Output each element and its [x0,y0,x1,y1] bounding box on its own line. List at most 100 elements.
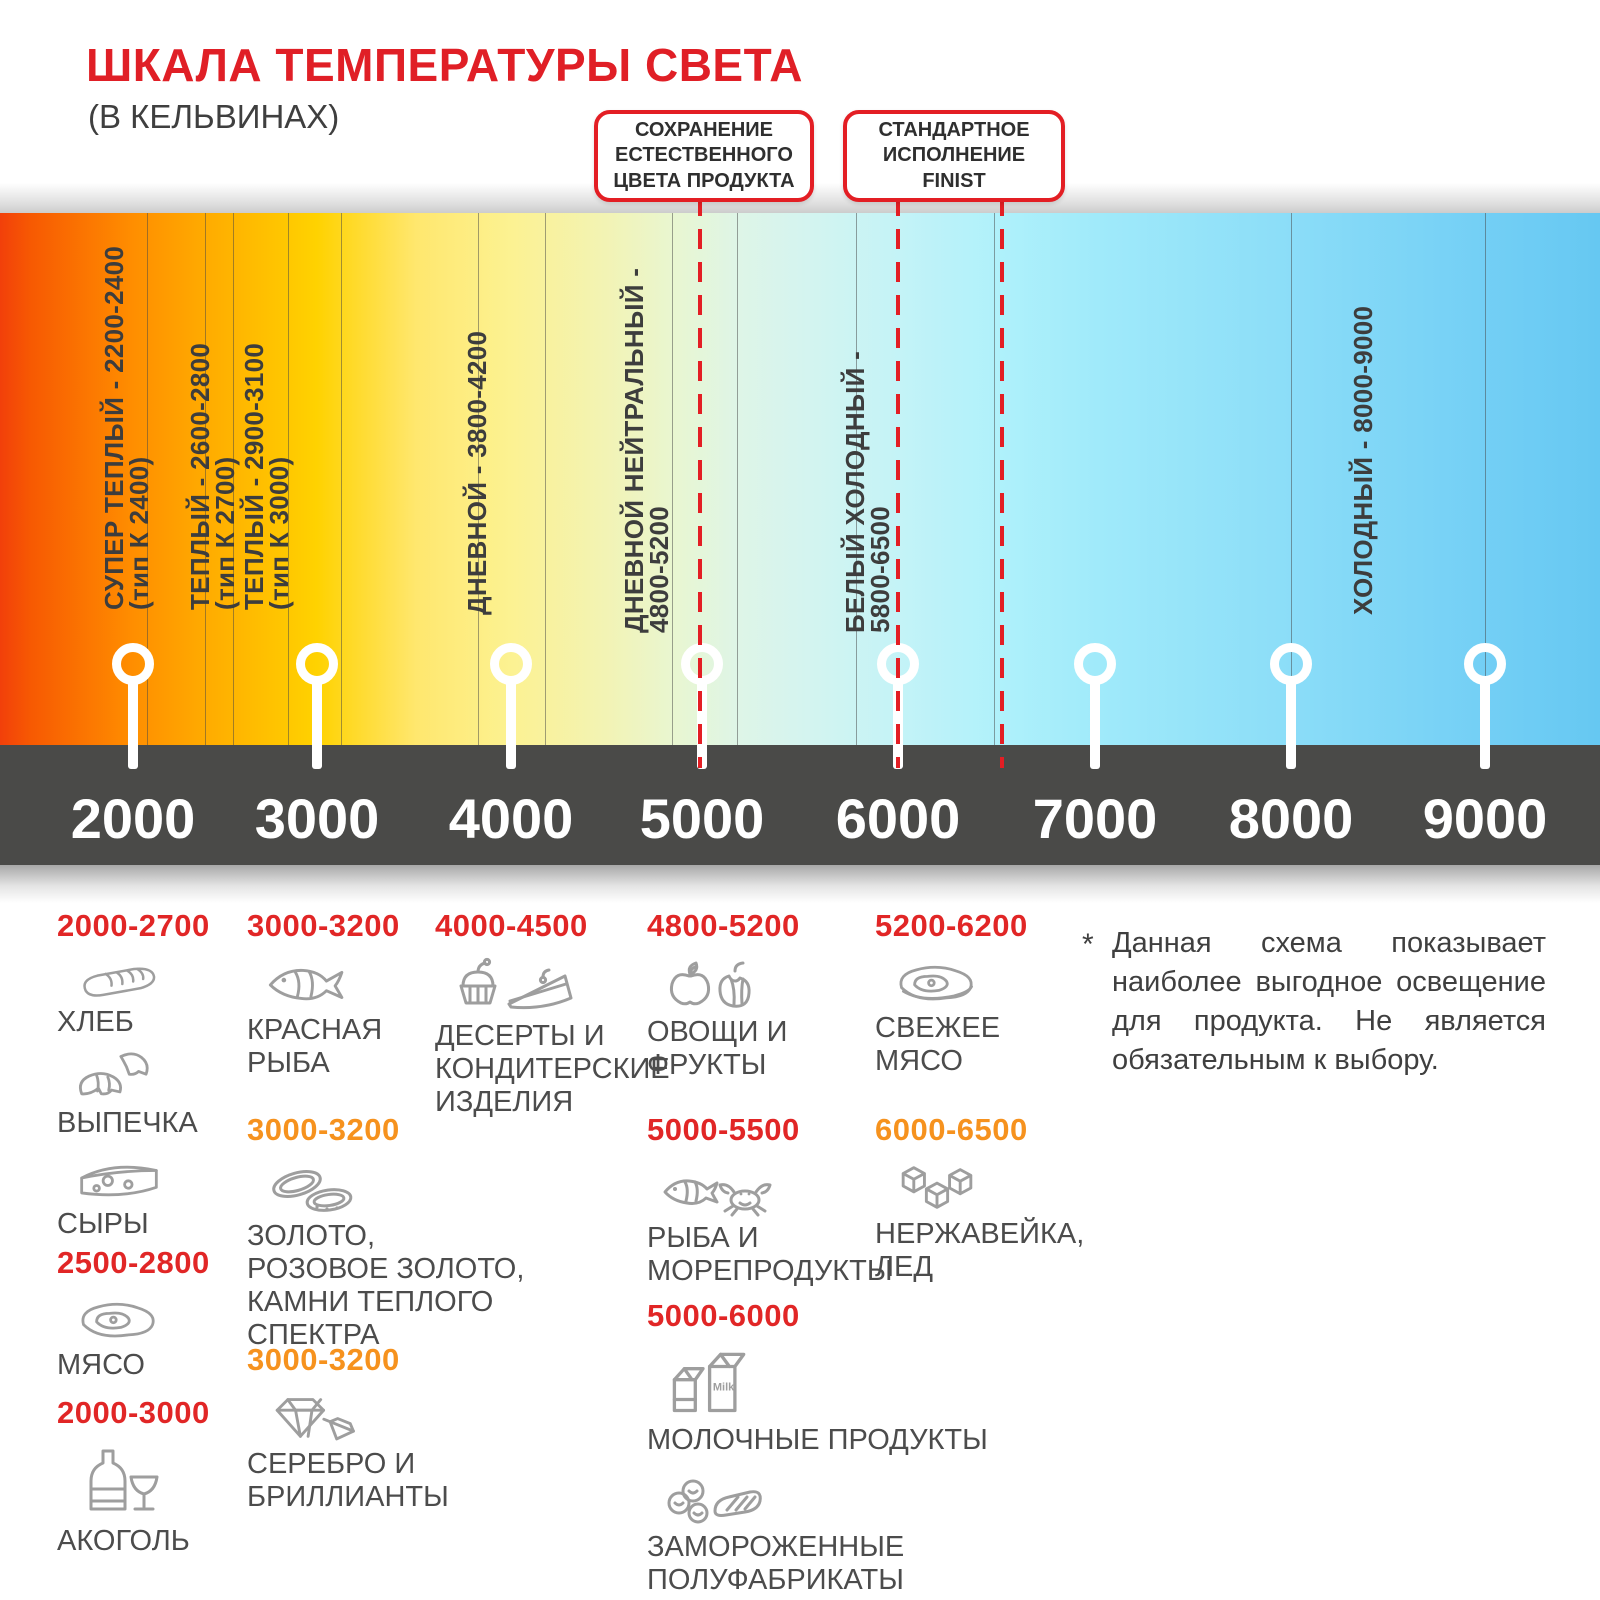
band-label-daylight-neutral: ДНЕВНОЙ НЕЙТРАЛЬНЫЙ -4800-5200 [619,267,674,633]
item-label: ВЫПЕЧКА [57,1107,198,1139]
band-divider [737,213,738,745]
callout-natural-color: СОХРАНЕНИЕ ЕСТЕСТВЕННОГО ЦВЕТА ПРОДУКТА [594,110,814,202]
leader-line-finist-right [1000,196,1004,768]
range-label: 4800-5200 [647,908,800,943]
meat-icon [81,1302,155,1338]
legend-group-produce: 4800-5200 ОВОЩИ И ФРУКТЫ [647,908,800,1088]
range-label: 2000-3000 [57,1395,210,1430]
list-item: СЫРЫ [57,1150,210,1241]
tick-9000: 9000 [1422,787,1548,850]
band-label-super-warm: СУПЕР ТЕПЛЫЙ - 2200-2400 (тип К 2400) [99,245,154,610]
band-label-warm-3000: ТЕПЛЫЙ - 2900-3100 (тип К 3000) [239,342,294,610]
legend-group-fresh-meat: 5200-6200 СВЕЖЕЕ МЯСО [875,908,1028,1084]
list-item: ЗОЛОТО, РОЗОВОЕ ЗОЛОТО, КАМНИ ТЕПЛОГО СП… [247,1158,524,1352]
band-label-cold: ХОЛОДНЫЙ - 8000-9000 [1348,305,1378,615]
item-label: ЗАМОРОЖЕННЫЕ ПОЛУФАБРИКАТЫ [647,1531,905,1596]
legend-group-stainless-ice: 6000-6500 НЕРЖАВЕЙКА, ЛЕД [875,1112,1084,1290]
pin-9000-stem [1480,681,1490,769]
band-label-daylight: ДНЕВНОЙ - 3800-4200 [462,330,492,615]
band-divider [205,213,206,745]
list-item: СВЕЖЕЕ МЯСО [875,954,1028,1078]
diamond-icon [275,1398,355,1441]
list-item: МЯСО [57,1291,210,1382]
band-divider [478,213,479,745]
pin-8000-stem [1286,681,1296,769]
item-label: РЫБА И МОРЕПРОДУКТЫ [647,1222,893,1287]
temperature-gradient: СУПЕР ТЕПЛЫЙ - 2200-2400 (тип К 2400) ТЕП… [0,213,1600,745]
produce-icon [669,961,751,1008]
item-label: МОЛОЧНЫЕ ПРОДУКТЫ [647,1424,988,1456]
pin-4000-stem [506,681,516,769]
list-item: СЕРЕБРО И БРИЛЛИАНТЫ [247,1388,449,1514]
leader-line-finist-left [896,196,900,768]
croissant-icon [78,1052,149,1096]
tick-2000: 2000 [70,787,196,850]
band-divider [1485,213,1486,745]
legend-group-desserts: 4000-4500 ДЕСЕРТЫ И КОНДИТЕРСКИЕ ИЗДЕЛИЯ [435,908,670,1125]
pin-5000-stem [697,681,707,769]
legend-group-2000-3000: 2000-3000 АКОГОЛЬ [57,1395,210,1564]
footnote-star: * [1082,928,1094,961]
band-divider [288,213,289,745]
tick-8000: 8000 [1228,787,1354,850]
list-item: ОВОЩИ И ФРУКТЫ [647,954,800,1082]
seafood-icon [663,1179,772,1217]
range-label: 3000-3200 [247,1112,400,1147]
band-label-warm-2700: ТЕПЛЫЙ - 2600-2800 (тип К 2700) [185,342,240,610]
pin-7000-icon [1074,643,1116,685]
item-label: ХЛЕБ [57,1006,134,1038]
steak-icon [899,965,973,1001]
item-label: СЕРЕБРО И БРИЛЛИАНТЫ [247,1448,449,1513]
list-item: ХЛЕБ [57,954,210,1039]
pin-3000-stem [312,681,322,769]
legend-group-dairy-frozen: 5000-6000 Milk МОЛОЧНЫЕ ПРОДУКТЫ ЗАМОРОЖ… [647,1298,988,1600]
pin-2000-icon [112,643,154,685]
legend-group-2500-2800: 2500-2800 МЯСО [57,1245,210,1388]
item-label: НЕРЖАВЕЙКА, ЛЕД [875,1218,1085,1283]
band-divider [341,213,342,745]
bread-icon [83,967,156,997]
pin-5000-icon [681,643,723,685]
footnote-text: Данная схема показывает наиболее выгодно… [1112,927,1546,1076]
tick-3000: 3000 [254,787,380,850]
page-subtitle: (В КЕЛЬВИНАХ) [88,98,340,135]
list-item: ВЫПЕЧКА [57,1049,210,1140]
item-label: ОВОЩИ И ФРУКТЫ [647,1016,788,1081]
callout-standard-finist: СТАНДАРТНОЕ ИСПОЛНЕНИЕ FINIST [843,110,1065,202]
item-label: СЫРЫ [57,1208,149,1240]
band-divider [672,213,673,745]
alcohol-icon [89,1449,159,1511]
band-label-white-cold: БЕЛЫЙ ХОЛОДНЫЙ -5800-6500 [840,350,895,633]
range-label: 4000-4500 [435,908,588,943]
legend-group-2000-2700: 2000-2700 ХЛЕБ ВЫПЕЧКА СЫРЫ [57,908,210,1247]
rings-icon [272,1170,353,1212]
leader-line-natural-color [698,196,702,768]
list-item: ЗАМОРОЖЕННЫЕ ПОЛУФАБРИКАТЫ [647,1467,988,1597]
pin-3000-icon [296,643,338,685]
item-label: СВЕЖЕЕ МЯСО [875,1012,1001,1077]
item-label: МЯСО [57,1349,145,1381]
range-label: 5200-6200 [875,908,1028,943]
frozen-icon [667,1479,762,1524]
range-label: 3000-3200 [247,1342,400,1377]
legend-group-gold: 3000-3200 ЗОЛОТО, РОЗОВОЕ ЗОЛОТО, КАМНИ … [247,1112,524,1358]
tick-4000: 4000 [448,787,574,850]
band-divider [856,213,857,745]
list-item: РЫБА И МОРЕПРОДУКТЫ [647,1158,893,1288]
band-divider [147,213,148,745]
range-label: 2000-2700 [57,908,210,943]
band-divider [1291,213,1292,745]
list-item: АКОГОЛЬ [57,1441,210,1558]
band-divider [545,213,546,745]
range-label: 2500-2800 [57,1245,210,1280]
tick-5000: 5000 [639,787,765,850]
list-item: Milk МОЛОЧНЫЕ ПРОДУКТЫ [647,1344,988,1457]
milk-carton-label: Milk [713,1382,735,1394]
milk-icon: Milk [672,1352,746,1413]
axis-bar [0,745,1600,865]
range-label: 5000-6000 [647,1298,800,1333]
item-label: АКОГОЛЬ [57,1525,190,1557]
pin-2000-stem [128,681,138,769]
legend-group-seafood: 5000-5500 РЫБА И МОРЕПРОДУКТЫ [647,1112,893,1294]
